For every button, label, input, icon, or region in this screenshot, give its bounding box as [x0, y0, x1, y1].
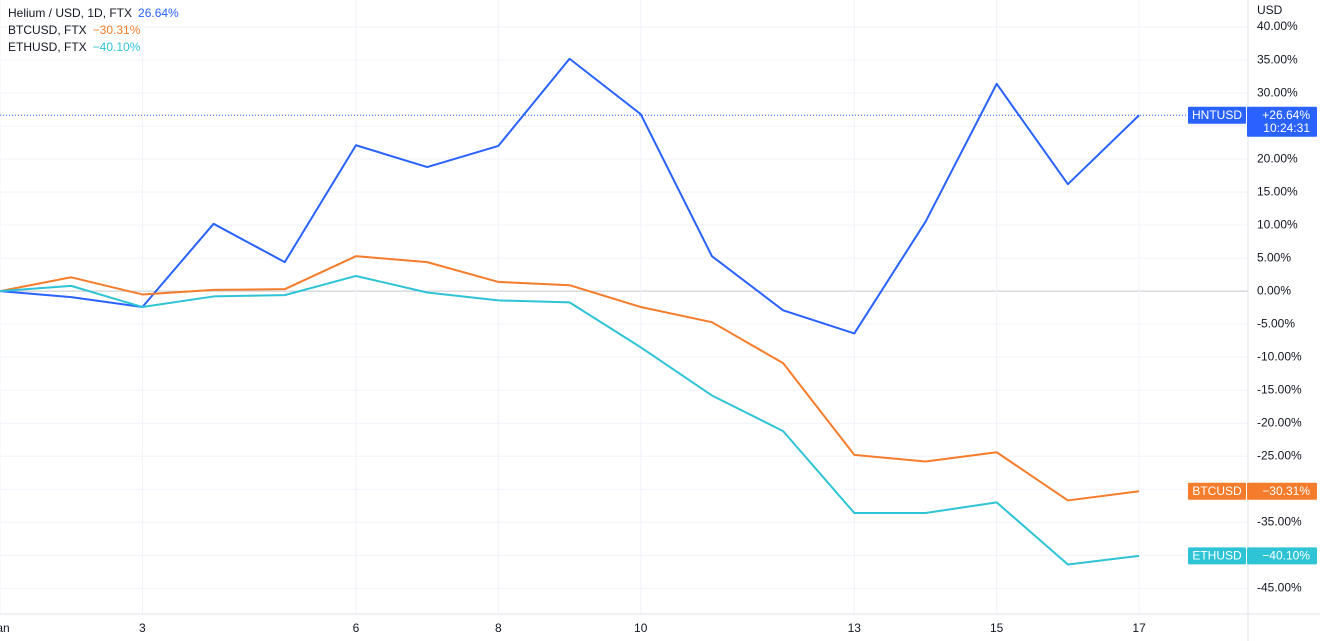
x-tick-label: 8	[495, 621, 502, 635]
legend-entry: BTCUSD, FTX −30.31%	[8, 22, 179, 39]
y-tick-label: -20.00%	[1257, 415, 1302, 429]
legend-value: −30.31%	[92, 23, 141, 37]
y-tick-label: -10.00%	[1257, 349, 1302, 363]
series-line	[0, 57, 1140, 335]
y-tick-label: -5.00%	[1257, 316, 1295, 330]
y-tick-label: -25.00%	[1257, 448, 1302, 462]
tag-symbol: BTCUSD	[1192, 484, 1242, 498]
x-tick-label: 3	[139, 621, 146, 635]
tag-symbol: HNTUSD	[1192, 108, 1242, 122]
x-tick-label: 10	[634, 621, 648, 635]
series-line	[0, 274, 1140, 566]
x-tick-label: 15	[990, 621, 1004, 635]
y-axis-unit: USD	[1257, 3, 1283, 17]
y-tick-label: 40.00%	[1257, 19, 1298, 33]
tag-value-bg	[1247, 547, 1317, 565]
x-tick-label: 17	[1132, 621, 1146, 635]
y-tick-label: 15.00%	[1257, 184, 1298, 198]
y-tick-label: 35.00%	[1257, 52, 1298, 66]
x-tick-label: 6	[353, 621, 360, 635]
y-tick-label: 30.00%	[1257, 85, 1298, 99]
tag-symbol-bg	[1188, 547, 1246, 565]
y-tick-label: -15.00%	[1257, 382, 1302, 396]
legend-entry: Helium / USD, 1D, FTX 26.64%	[8, 5, 179, 22]
series-line	[0, 255, 1140, 502]
y-tick-label: 20.00%	[1257, 151, 1298, 165]
y-tick-label: 10.00%	[1257, 217, 1298, 231]
tag-value-bg	[1247, 106, 1317, 137]
x-tick-label: Jan	[0, 621, 10, 635]
legend-name: Helium / USD, 1D, FTX	[8, 6, 133, 20]
tag-value-bg	[1247, 482, 1317, 500]
legend: Helium / USD, 1D, FTX 26.64% BTCUSD, FTX −3…	[8, 5, 179, 56]
tag-time: 10:24:31	[1263, 121, 1310, 135]
tag-symbol: ETHUSD	[1192, 549, 1242, 563]
x-tick-label: 13	[848, 621, 862, 635]
legend-value: −40.10%	[92, 40, 141, 54]
tag-symbol-bg	[1188, 106, 1246, 124]
tag-value: +26.64%	[1262, 108, 1310, 122]
tag-symbol-bg	[1188, 482, 1246, 500]
y-tick-label: 0.00%	[1257, 283, 1291, 297]
y-tick-label: 5.00%	[1257, 250, 1291, 264]
legend-entry: ETHUSD, FTX −40.10%	[8, 39, 179, 56]
tag-value: −40.10%	[1262, 549, 1310, 563]
y-tick-label: -35.00%	[1257, 514, 1302, 528]
legend-name: ETHUSD, FTX	[8, 40, 87, 54]
legend-name: BTCUSD, FTX	[8, 23, 87, 37]
tag-value: −30.31%	[1262, 484, 1310, 498]
y-tick-label: -45.00%	[1257, 580, 1302, 594]
legend-value: 26.64%	[138, 6, 179, 20]
